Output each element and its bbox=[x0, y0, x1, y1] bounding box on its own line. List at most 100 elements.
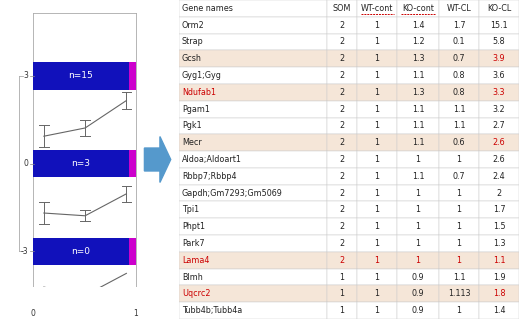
Text: Tubb4b;Tubb4a: Tubb4b;Tubb4a bbox=[182, 306, 242, 315]
Text: 1: 1 bbox=[457, 189, 461, 197]
Bar bbox=[357, 17, 397, 33]
Bar bbox=[179, 269, 326, 286]
Bar bbox=[479, 185, 519, 202]
Bar bbox=[179, 84, 326, 101]
Text: 5.8: 5.8 bbox=[493, 37, 506, 47]
Bar bbox=[326, 185, 357, 202]
Text: 2: 2 bbox=[339, 222, 345, 231]
Text: 0.7: 0.7 bbox=[453, 172, 466, 181]
Text: 2: 2 bbox=[339, 138, 345, 147]
Bar bbox=[397, 33, 439, 50]
Bar bbox=[479, 134, 519, 151]
Bar bbox=[357, 151, 397, 168]
Bar bbox=[357, 218, 397, 235]
Bar bbox=[479, 101, 519, 117]
Text: 1: 1 bbox=[416, 256, 420, 265]
Text: 3.6: 3.6 bbox=[493, 71, 506, 80]
Bar bbox=[129, 62, 136, 90]
Text: 2: 2 bbox=[339, 189, 345, 197]
Text: 1.9: 1.9 bbox=[493, 272, 506, 282]
Text: 1: 1 bbox=[339, 272, 345, 282]
Text: 1: 1 bbox=[416, 189, 420, 197]
Bar bbox=[439, 117, 479, 134]
Bar bbox=[326, 50, 357, 67]
Text: 1: 1 bbox=[375, 189, 379, 197]
Bar bbox=[326, 269, 357, 286]
Bar bbox=[326, 218, 357, 235]
Text: Mecr: Mecr bbox=[182, 138, 201, 147]
Bar bbox=[357, 84, 397, 101]
Text: SOM: SOM bbox=[333, 4, 351, 13]
Bar bbox=[397, 117, 439, 134]
Text: 1: 1 bbox=[416, 239, 420, 248]
Text: 1.1: 1.1 bbox=[453, 105, 465, 114]
Text: 1.2: 1.2 bbox=[412, 37, 425, 47]
Bar bbox=[439, 50, 479, 67]
Text: Uqcrc2: Uqcrc2 bbox=[182, 289, 210, 298]
Text: 2: 2 bbox=[339, 155, 345, 164]
Bar bbox=[326, 101, 357, 117]
Bar bbox=[33, 238, 136, 265]
Bar bbox=[479, 269, 519, 286]
Bar bbox=[179, 0, 326, 17]
Bar bbox=[326, 168, 357, 185]
Text: 3.3: 3.3 bbox=[493, 88, 506, 97]
Bar bbox=[439, 252, 479, 269]
Bar bbox=[326, 202, 357, 218]
Text: 2: 2 bbox=[339, 205, 345, 214]
Bar bbox=[397, 17, 439, 33]
Text: 1: 1 bbox=[416, 222, 420, 231]
Text: Gene names: Gene names bbox=[182, 4, 233, 13]
Bar bbox=[179, 117, 326, 134]
Bar bbox=[439, 17, 479, 33]
Bar bbox=[33, 62, 136, 90]
Text: Gapdh;Gm7293;Gm5069: Gapdh;Gm7293;Gm5069 bbox=[182, 189, 283, 197]
Bar bbox=[439, 202, 479, 218]
Bar bbox=[439, 134, 479, 151]
Text: n=0: n=0 bbox=[72, 247, 90, 256]
Bar bbox=[479, 235, 519, 252]
Bar bbox=[357, 202, 397, 218]
Text: 0.1: 0.1 bbox=[453, 37, 465, 47]
Bar bbox=[397, 101, 439, 117]
Text: Gcsh: Gcsh bbox=[182, 54, 202, 63]
Text: Pgk1: Pgk1 bbox=[182, 122, 201, 130]
Text: 1: 1 bbox=[375, 155, 379, 164]
Bar bbox=[439, 235, 479, 252]
Bar bbox=[479, 33, 519, 50]
Bar bbox=[439, 0, 479, 17]
Text: n=3: n=3 bbox=[72, 159, 90, 168]
Bar bbox=[179, 218, 326, 235]
Text: 0.6: 0.6 bbox=[453, 138, 465, 147]
Text: 1: 1 bbox=[457, 155, 461, 164]
Text: 3.2: 3.2 bbox=[493, 105, 506, 114]
Text: 1.3: 1.3 bbox=[412, 54, 425, 63]
Text: 1.1: 1.1 bbox=[412, 138, 425, 147]
Text: 3.9: 3.9 bbox=[493, 54, 506, 63]
Bar bbox=[357, 50, 397, 67]
Text: 1: 1 bbox=[339, 289, 345, 298]
Text: 1.5: 1.5 bbox=[493, 222, 506, 231]
Bar bbox=[179, 101, 326, 117]
Bar bbox=[397, 302, 439, 319]
Text: 1: 1 bbox=[375, 172, 379, 181]
Bar bbox=[179, 185, 326, 202]
Text: 1: 1 bbox=[339, 306, 345, 315]
Text: 1: 1 bbox=[375, 122, 379, 130]
Bar bbox=[397, 50, 439, 67]
Text: 0.7: 0.7 bbox=[453, 54, 466, 63]
Text: 1: 1 bbox=[375, 88, 379, 97]
Bar bbox=[479, 84, 519, 101]
Bar bbox=[326, 252, 357, 269]
Bar bbox=[397, 168, 439, 185]
Text: 2.7: 2.7 bbox=[493, 122, 506, 130]
Text: 1.1: 1.1 bbox=[412, 105, 425, 114]
Bar bbox=[357, 302, 397, 319]
Text: KO-cont: KO-cont bbox=[402, 4, 434, 13]
Bar bbox=[179, 302, 326, 319]
Bar bbox=[179, 202, 326, 218]
Bar bbox=[357, 269, 397, 286]
Bar bbox=[479, 168, 519, 185]
Text: 2: 2 bbox=[497, 189, 501, 197]
Text: 1: 1 bbox=[416, 205, 420, 214]
